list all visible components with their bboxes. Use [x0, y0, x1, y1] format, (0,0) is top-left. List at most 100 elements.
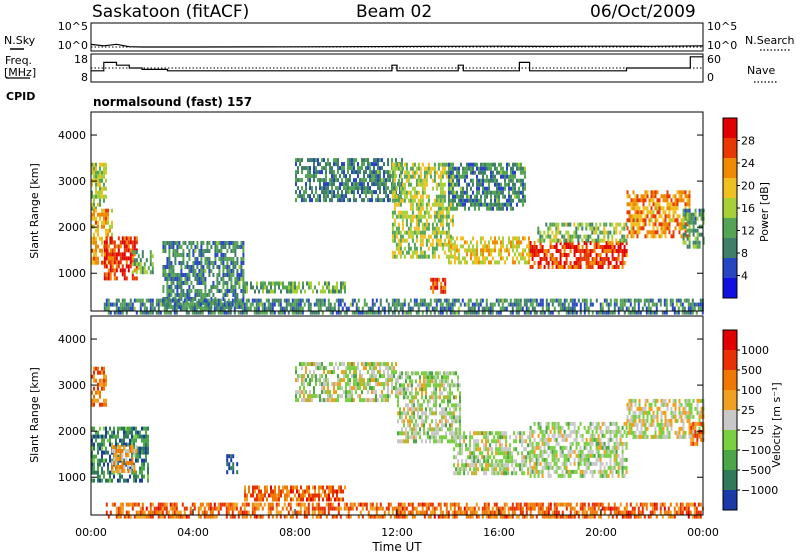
heatmap-cell: [691, 306, 694, 311]
heatmap-cell: [99, 216, 101, 221]
heatmap-cell: [686, 236, 689, 241]
heatmap-cell: [474, 256, 476, 261]
heatmap-cell: [251, 298, 254, 303]
heatmap-cell: [387, 510, 390, 515]
heatmap-cell: [267, 502, 270, 507]
heatmap-cell: [577, 257, 580, 261]
heatmap-cell: [399, 242, 402, 247]
heatmap-cell: [431, 242, 434, 247]
heatmap-cell: [137, 254, 140, 259]
heatmap-cell: [655, 306, 658, 311]
heatmap-cell: [271, 306, 274, 311]
heatmap-cell: [363, 174, 365, 179]
heatmap-cell: [529, 298, 532, 303]
heatmap-cell: [587, 261, 590, 265]
heatmap-cell: [157, 502, 160, 507]
heatmap-cell: [654, 230, 657, 235]
heatmap-cell: [663, 310, 666, 315]
heatmap-cell: [387, 310, 390, 315]
heatmap-cell: [571, 234, 574, 239]
heatmap-cell: [344, 281, 346, 286]
heatmap-cell: [135, 426, 137, 431]
heatmap-cell: [636, 206, 639, 211]
heatmap-cell: [125, 236, 128, 241]
heatmap-cell: [567, 234, 570, 239]
heatmap-cell: [563, 298, 566, 303]
heatmap-cell: [302, 285, 304, 290]
heatmap-cell: [299, 502, 302, 507]
heatmap-cell: [371, 170, 373, 175]
heatmap-cell: [206, 265, 209, 269]
heatmap-cell: [494, 260, 496, 265]
heatmap-cell: [449, 506, 452, 511]
heatmap-cell: [464, 248, 466, 253]
heatmap-cell: [247, 298, 250, 303]
heatmap-cell: [417, 502, 420, 507]
power-y-axis-label: Slant Range [km]: [28, 163, 41, 259]
heatmap-cell: [456, 182, 458, 187]
heatmap-cell: [504, 170, 506, 175]
heatmap-cell: [458, 194, 460, 199]
heatmap-cell: [419, 178, 422, 183]
heatmap-cell: [103, 174, 105, 179]
heatmap-cell: [209, 510, 212, 515]
heatmap-cell: [453, 506, 456, 511]
heatmap-cell: [601, 306, 604, 311]
heatmap-cell: [141, 426, 143, 431]
heatmap-cell: [159, 502, 162, 507]
heatmap-cell: [682, 220, 685, 225]
heatmap-cell: [501, 306, 504, 311]
heatmap-cell: [482, 244, 484, 249]
heatmap-cell: [443, 162, 446, 167]
beam-title: Beam 02: [356, 2, 432, 22]
heatmap-cell: [575, 230, 578, 235]
heatmap-cell: [149, 310, 152, 315]
heatmap-cell: [563, 234, 566, 239]
heatmap-cell: [553, 506, 556, 511]
heatmap-cell: [522, 198, 524, 203]
heatmap-cell: [425, 174, 428, 179]
heatmap-cell: [477, 506, 480, 511]
heatmap-cell: [375, 190, 377, 195]
heatmap-cell: [168, 245, 171, 249]
heatmap-cell: [233, 310, 236, 315]
heatmap-cell: [184, 281, 187, 285]
heatmap-cell: [245, 514, 248, 519]
heatmap-cell: [487, 310, 490, 315]
heatmap-cell: [395, 214, 398, 219]
heatmap-cell: [347, 306, 350, 311]
heatmap-cell: [518, 186, 520, 191]
heatmap-cell: [609, 222, 612, 227]
heatmap-cell: [93, 458, 95, 463]
heatmap-cell: [93, 216, 95, 221]
heatmap-cell: [460, 244, 462, 249]
heatmap-cell: [166, 273, 169, 277]
heatmap-cell: [182, 241, 185, 245]
heatmap-cell: [230, 249, 233, 253]
heatmap-cell: [525, 310, 528, 315]
heatmap-cell: [371, 502, 374, 507]
heatmap-cell: [601, 230, 604, 235]
heatmap-cell: [95, 208, 97, 213]
heatmap-cell: [555, 257, 558, 261]
heatmap-cell: [258, 485, 260, 490]
heatmap-cell: [498, 248, 500, 253]
heatmap-cell: [587, 265, 590, 269]
heatmap-cell: [522, 252, 524, 257]
heatmap-cell: [207, 298, 210, 303]
heatmap-cell: [649, 510, 652, 515]
heatmap-cell: [609, 506, 612, 511]
heatmap-cell: [429, 242, 432, 247]
heatmap-cell: [441, 214, 444, 219]
heatmap-cell: [95, 170, 97, 175]
heatmap-cell: [474, 260, 476, 265]
heatmap-cell: [297, 194, 299, 199]
heatmap-cell: [623, 226, 626, 231]
heatmap-cell: [363, 182, 365, 187]
heatmap-cell: [194, 289, 197, 293]
heatmap-cell: [101, 466, 103, 471]
heatmap-cell: [678, 214, 681, 219]
heatmap-cell: [407, 170, 410, 175]
heatmap-cell: [170, 285, 173, 289]
heatmap-cell: [99, 248, 101, 253]
